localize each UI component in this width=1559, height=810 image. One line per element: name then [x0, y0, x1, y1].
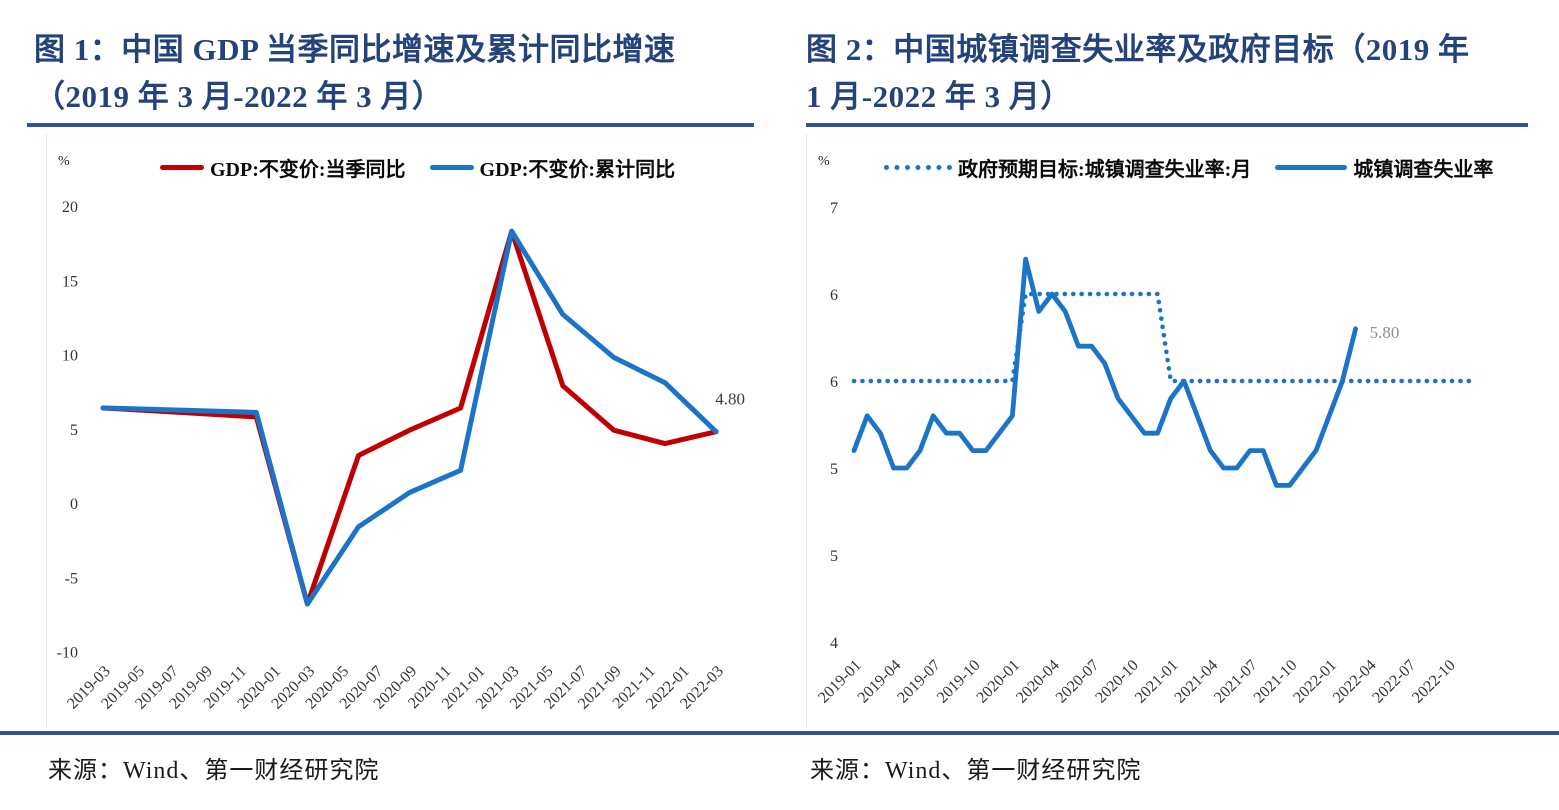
panel-unemployment: 图 2：中国城镇调查失业率及政府目标（2019 年 1 月-2022 年 3 月… — [780, 0, 1559, 735]
y-tick-label: -5 — [65, 570, 78, 587]
red-line-swatch-icon — [160, 165, 204, 170]
x-tick-label: 2022-10 — [1409, 657, 1459, 707]
x-tick-label: 2021-07 — [1211, 657, 1261, 707]
title-rule — [27, 123, 754, 127]
y-tick-label: 4 — [830, 635, 838, 652]
x-tick-label: 2021-01 — [1132, 657, 1182, 707]
x-tick-label: 2020-10 — [1092, 657, 1142, 707]
gdp-chart: 20151050-5-102019-032019-052019-072019-0… — [57, 199, 745, 713]
title-rule — [806, 123, 1528, 127]
series-line-dotted — [851, 291, 1477, 384]
blue-line-swatch-icon — [1275, 165, 1348, 170]
blue-line-swatch-icon — [429, 165, 474, 170]
x-tick-label: 2021-10 — [1251, 657, 1301, 707]
series-end-value-label: 4.80 — [715, 390, 745, 409]
footer-rule — [0, 731, 1559, 735]
legend-item: GDP:不变价:当季同比 — [160, 153, 406, 182]
y-tick-label: 5 — [70, 422, 78, 439]
panel-title-line2: （2019 年 3 月-2022 年 3 月） — [34, 79, 444, 114]
y-tick-label: 5 — [830, 461, 838, 478]
y-axis-unit-label: % — [58, 154, 70, 169]
page-title: 图 2：中国城镇调查失业率及政府目标（2019 年 1 月-2022 年 3 月… — [806, 26, 1546, 120]
y-tick-label: 7 — [830, 200, 838, 217]
y-tick-label: 10 — [62, 348, 78, 365]
legend-label: GDP:不变价:当季同比 — [210, 159, 406, 181]
x-tick-label: 2022-01 — [1290, 657, 1340, 707]
legend-item: 政府预期目标:城镇调查失业率:月 — [884, 153, 1251, 182]
legend: GDP:不变价:当季同比 GDP:不变价:累计同比 — [160, 153, 675, 182]
x-tick-label: 2020-01 — [973, 657, 1023, 707]
x-tick-label: 2019-01 — [815, 657, 865, 707]
legend: 政府预期目标:城镇调查失业率:月 城镇调查失业率 — [884, 153, 1493, 182]
dotted-line-swatch-icon — [884, 165, 952, 170]
legend-item: 城镇调查失业率 — [1275, 153, 1493, 182]
series-line-solid — [100, 228, 719, 607]
source-note-left: 来源：Wind、第一财经研究院 — [48, 758, 380, 784]
panel-title-line1: 图 1：中国 GDP 当季同比增速及累计同比增速 — [34, 32, 676, 67]
y-axis-unit-label: % — [818, 154, 830, 169]
x-tick-label: 2020-04 — [1013, 657, 1063, 707]
x-tick-label: 2022-07 — [1369, 657, 1419, 707]
legend-label: 政府预期目标:城镇调查失业率:月 — [958, 159, 1252, 181]
y-tick-label: -10 — [57, 645, 78, 662]
x-tick-label: 2021-04 — [1171, 657, 1221, 707]
x-tick-label: 2019-07 — [894, 657, 944, 707]
panel-title-line2: 1 月-2022 年 3 月） — [806, 79, 1072, 114]
panel-gdp: 图 1：中国 GDP 当季同比增速及累计同比增速 （2019 年 3 月-202… — [0, 0, 780, 735]
column-separator-middle — [806, 135, 807, 727]
series-end-value-label: 5.80 — [1370, 323, 1400, 342]
y-tick-label: 6 — [830, 374, 838, 391]
page-title: 图 1：中国 GDP 当季同比增速及累计同比增速 （2019 年 3 月-202… — [34, 26, 758, 120]
legend-item: GDP:不变价:累计同比 — [429, 153, 676, 182]
series-line-solid — [100, 228, 719, 607]
source-note-right: 来源：Wind、第一财经研究院 — [810, 758, 1142, 784]
unemployment-chart: 7665542019-012019-042019-072019-102020-0… — [815, 200, 1477, 707]
x-tick-label: 2022-04 — [1330, 657, 1380, 707]
series-line-solid — [851, 256, 1358, 488]
y-tick-label: 6 — [830, 287, 838, 304]
column-separator-left — [46, 135, 47, 727]
x-tick-label: 2019-04 — [855, 657, 905, 707]
y-tick-label: 20 — [62, 199, 78, 216]
x-tick-label: 2019-10 — [934, 657, 984, 707]
legend-label: 城镇调查失业率 — [1353, 159, 1494, 181]
x-tick-label: 2020-07 — [1053, 657, 1103, 707]
y-tick-label: 5 — [830, 548, 838, 565]
panel-title-line1: 图 2：中国城镇调查失业率及政府目标（2019 年 — [806, 32, 1470, 67]
y-tick-label: 0 — [70, 496, 78, 513]
y-tick-label: 15 — [62, 273, 78, 290]
legend-label: GDP:不变价:累计同比 — [479, 159, 676, 181]
